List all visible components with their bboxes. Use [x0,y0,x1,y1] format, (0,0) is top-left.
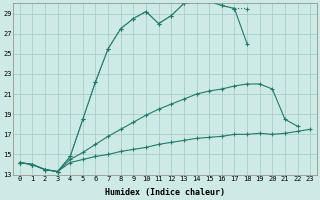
X-axis label: Humidex (Indice chaleur): Humidex (Indice chaleur) [105,188,225,197]
